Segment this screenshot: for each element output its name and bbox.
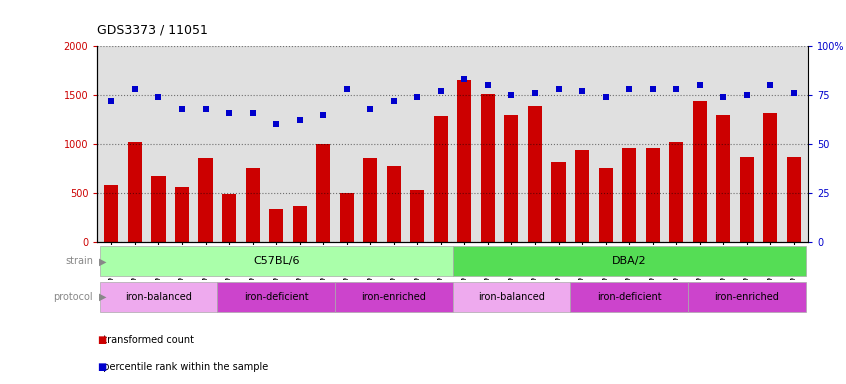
Bar: [199, 158, 212, 242]
Point: [410, 94, 424, 100]
Bar: [339, 193, 354, 242]
Bar: [128, 142, 142, 242]
Point: [575, 88, 589, 94]
Bar: [293, 206, 307, 242]
Bar: [598, 167, 613, 242]
Text: ■: ■: [97, 335, 107, 345]
Point: [434, 88, 448, 94]
Point: [645, 86, 659, 92]
Bar: [570, 282, 688, 312]
Bar: [100, 282, 217, 312]
Point: [293, 118, 306, 124]
Point: [505, 92, 519, 98]
Point: [387, 98, 400, 104]
Bar: [645, 148, 660, 242]
Point: [623, 86, 636, 92]
Point: [669, 86, 683, 92]
Bar: [481, 94, 495, 242]
Bar: [693, 101, 706, 242]
Point: [151, 94, 165, 100]
Point: [364, 106, 377, 112]
Bar: [335, 282, 453, 312]
Bar: [575, 150, 589, 242]
Text: strain: strain: [65, 256, 93, 266]
Bar: [245, 169, 260, 242]
Text: transformed count: transformed count: [97, 335, 195, 345]
Text: iron-deficient: iron-deficient: [596, 292, 662, 302]
Text: ▶: ▶: [99, 292, 107, 302]
Bar: [217, 282, 335, 312]
Point: [246, 109, 260, 116]
Bar: [269, 209, 283, 242]
Bar: [434, 116, 448, 242]
Bar: [387, 166, 401, 242]
Bar: [669, 142, 684, 242]
Point: [481, 82, 495, 88]
Point: [763, 82, 777, 88]
Point: [340, 86, 354, 92]
Point: [199, 106, 212, 112]
Bar: [458, 80, 471, 242]
Bar: [175, 187, 189, 242]
Bar: [453, 246, 805, 276]
Text: ▶: ▶: [99, 256, 107, 266]
Bar: [787, 157, 801, 242]
Bar: [504, 115, 519, 242]
Point: [222, 109, 236, 116]
Bar: [100, 246, 453, 276]
Bar: [316, 144, 330, 242]
Point: [740, 92, 754, 98]
Text: protocol: protocol: [53, 292, 93, 302]
Bar: [717, 115, 730, 242]
Text: iron-balanced: iron-balanced: [478, 292, 545, 302]
Point: [269, 121, 283, 127]
Bar: [222, 194, 236, 242]
Text: iron-deficient: iron-deficient: [244, 292, 309, 302]
Point: [458, 76, 471, 83]
Point: [175, 106, 189, 112]
Point: [693, 82, 706, 88]
Text: percentile rank within the sample: percentile rank within the sample: [97, 362, 268, 372]
Point: [599, 94, 613, 100]
Text: iron-enriched: iron-enriched: [361, 292, 426, 302]
Point: [528, 90, 541, 96]
Text: ■: ■: [97, 362, 107, 372]
Bar: [622, 148, 636, 242]
Point: [787, 90, 800, 96]
Bar: [410, 190, 425, 242]
Bar: [104, 185, 118, 242]
Text: C57BL/6: C57BL/6: [253, 256, 299, 266]
Point: [129, 86, 142, 92]
Bar: [763, 113, 777, 242]
Text: iron-balanced: iron-balanced: [125, 292, 192, 302]
Point: [552, 86, 565, 92]
Text: iron-enriched: iron-enriched: [714, 292, 779, 302]
Bar: [363, 158, 377, 242]
Point: [105, 98, 118, 104]
Point: [316, 112, 330, 118]
Text: DBA/2: DBA/2: [612, 256, 646, 266]
Text: GDS3373 / 11051: GDS3373 / 11051: [97, 23, 208, 36]
Point: [717, 94, 730, 100]
Bar: [528, 106, 542, 242]
Bar: [151, 176, 166, 242]
Bar: [688, 282, 805, 312]
Bar: [552, 162, 566, 242]
Bar: [453, 282, 570, 312]
Bar: [739, 157, 754, 242]
